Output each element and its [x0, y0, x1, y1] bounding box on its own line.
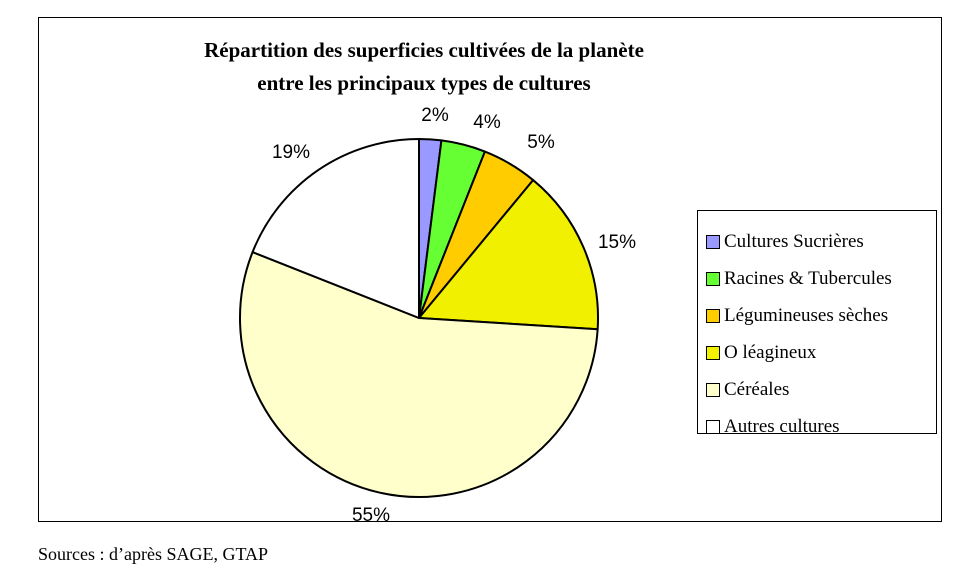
legend-item-autres-cultures: Autres cultures [698, 408, 936, 445]
pie-slice-label-0: 2% [421, 105, 449, 126]
legend: Cultures Sucrières Racines & Tubercules … [697, 210, 937, 437]
pie-slice-5 [251, 138, 420, 319]
pie-chart: 2% 4% 5% 15% 55% 19% [239, 105, 636, 521]
legend-swatch [706, 419, 720, 434]
legend-label: O léagineux [724, 341, 817, 363]
pie-slice-4 [239, 251, 599, 498]
legend-item-racines-tubercules: Racines & Tubercules [698, 260, 936, 297]
pie-slice-label-2: 5% [527, 132, 555, 153]
legend-item-legumineuses-seches: Légumineuses sèches [698, 297, 936, 334]
pie-slice-label-4: 55% [352, 505, 390, 521]
legend-swatch [706, 345, 720, 360]
legend-swatch [706, 234, 720, 249]
pie-slice-label-1: 4% [473, 112, 501, 133]
legend-item-cultures-sucrieres: Cultures Sucrières [698, 223, 936, 260]
legend-swatch [706, 308, 720, 323]
legend-label: Autres cultures [724, 415, 840, 437]
source-note: Sources : d’après SAGE, GTAP [38, 544, 269, 564]
chart-title: Répartition des superficies cultivées de… [39, 34, 809, 100]
legend-label: Légumineuses sèches [724, 304, 889, 326]
legend-swatch [706, 382, 720, 397]
legend-label: Racines & Tubercules [724, 267, 892, 289]
legend-swatch [706, 271, 720, 286]
chart-frame: Répartition des superficies cultivées de… [38, 17, 942, 522]
pie-slice-label-5: 19% [272, 142, 310, 163]
legend-item-oleagineux: O léagineux [698, 334, 936, 371]
pie-slice-3 [418, 179, 600, 331]
legend-label: Cultures Sucrières [724, 230, 864, 252]
legend-item-cereales: Céréales [698, 371, 936, 408]
chart-title-line-2: entre les principaux types de cultures [257, 71, 591, 95]
chart-title-line-1: Répartition des superficies cultivées de… [204, 38, 644, 62]
pie-slice-label-3: 15% [598, 232, 636, 253]
legend-label: Céréales [724, 378, 790, 400]
